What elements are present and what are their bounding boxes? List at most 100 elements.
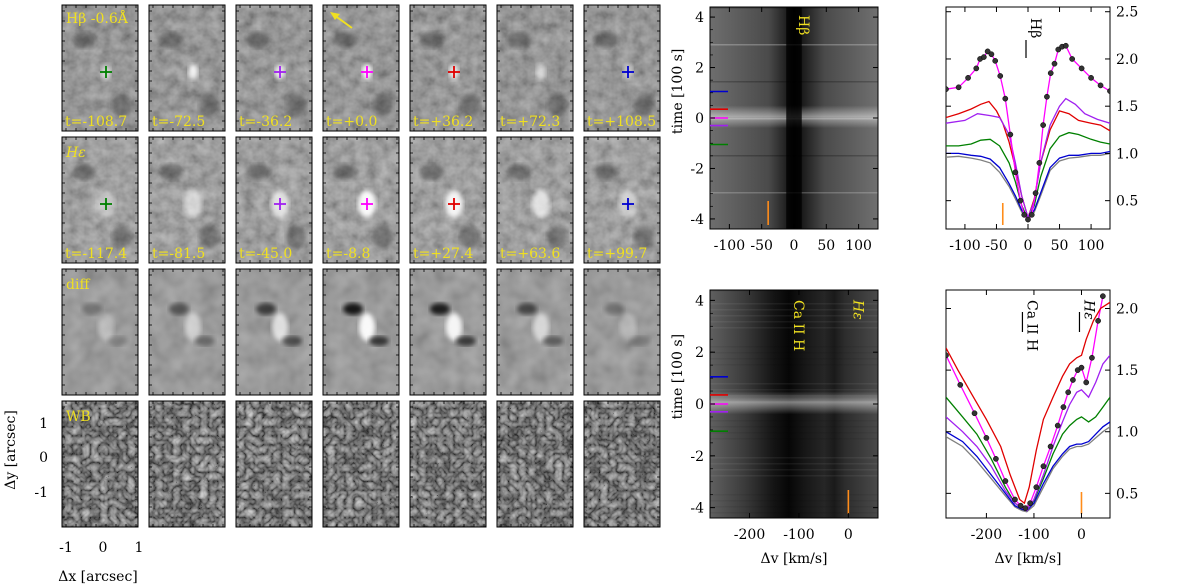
image-panel-r2-c7: t=+99.7 (583, 136, 661, 264)
profile-point (1097, 82, 1104, 89)
row-label-hbeta: Hβ -0.6Å (66, 9, 129, 27)
row-label-diff: diff (66, 277, 90, 293)
image-panel-r2-c6: t=+63.6 (496, 136, 574, 264)
profile-ytick: 2.0 (1116, 52, 1138, 68)
profile-hbeta: 2.5 2.0 1.5 1.0 0.5 -100 -50 0 50 100 Hβ (945, 5, 1138, 254)
heatmap-ylabel: time [100 s] (670, 49, 686, 134)
profile-line-1 (946, 301, 1110, 505)
profile-line-5 (946, 421, 1110, 512)
time-label-hbeta-6: t=+72.3 (500, 114, 560, 130)
profile-point (957, 382, 964, 388)
image-panel-r2-c2: t=-81.5 (148, 136, 226, 264)
profile-point (1044, 93, 1050, 100)
profile-hepsilon-label: Hε (1080, 299, 1096, 320)
profile-point (984, 48, 991, 55)
image-panel-r4-c3 (235, 400, 313, 528)
profile-point (1040, 122, 1046, 128)
heatmap-ytick: -4 (690, 212, 704, 228)
heatmap-ytick: -4 (690, 501, 704, 517)
profile-point (983, 435, 990, 441)
image-panel-r1-c2: t=-72.5 (148, 4, 226, 132)
heatmap-hbeta: 4 2 0 -2 -4 -100 -50 0 50 100 time [100 s] Hβ (670, 6, 879, 254)
profile-xtick: -50 (985, 238, 1008, 254)
image-panel-r3-c1 (61, 268, 139, 396)
heatmap-hepsilon-label: Hε (849, 299, 865, 320)
profile-frame (945, 289, 1111, 519)
profile-xlabel: Δv [km/s] (994, 551, 1061, 567)
profile-point (980, 54, 987, 60)
profile-ytick: 1.0 (1116, 425, 1138, 441)
profile-point (1025, 216, 1031, 223)
profile-xtick: 0 (1077, 527, 1086, 543)
heatmap-xtick: 50 (817, 238, 835, 254)
image-panel-r2-c1: t=-117.4 (61, 136, 139, 264)
profile-point (955, 84, 962, 91)
profile-point (1047, 70, 1054, 76)
profile-point (1054, 422, 1061, 429)
profile-xtick: 100 (1078, 238, 1105, 254)
profile-point (988, 51, 995, 58)
profile-ytick: 2.0 (1116, 301, 1138, 317)
image-panel-r4-c6 (496, 400, 574, 528)
heatmap-cah-hepsilon: 4 2 0 -2 -4 -200 -100 0 time [100 s] Δv [km/s] Ca … (670, 289, 879, 567)
image-panel-r4-c2 (148, 400, 226, 528)
profile-point (1040, 463, 1047, 470)
image-panel-r3-c7 (583, 268, 661, 396)
time-label-hepsilon-3: t=-45.0 (239, 246, 292, 262)
profile-ytick: 0.5 (1116, 486, 1138, 502)
time-label-hbeta-1: t=-108.7 (65, 114, 127, 130)
profile-point (1021, 211, 1028, 218)
image-panel-r1-c7: t=+108.5 (583, 4, 661, 132)
heatmap-ytick: 2 (695, 61, 704, 77)
time-label-hepsilon-6: t=+63.6 (500, 246, 560, 262)
grid-ytick-1: 1 (39, 416, 48, 432)
profile-point (1017, 502, 1024, 509)
profile-point (1022, 505, 1029, 511)
grid-xtick-2: 0 (99, 540, 108, 556)
profile-xtick: 0 (1024, 238, 1033, 254)
profile-point (992, 57, 999, 64)
profile-point (997, 73, 1004, 79)
image-panel-r1-c4: t=+0.0 (322, 4, 400, 132)
profile-point (1083, 379, 1090, 386)
profile-point (1088, 75, 1094, 81)
profile-point (1089, 354, 1095, 361)
image-panel-r2-c3: t=-45.0 (235, 136, 313, 264)
heatmap-ytick: 0 (695, 111, 704, 127)
image-panel-r4-c1 (61, 400, 139, 528)
time-label-hepsilon-4: t=-8.8 (326, 246, 370, 262)
image-panel-r3-c4 (322, 268, 400, 396)
grid-xtick-3: 1 (135, 540, 144, 556)
profile-point (1036, 160, 1043, 166)
profile-point (1012, 169, 1019, 176)
image-panel-r1-c3: t=-36.2 (235, 4, 313, 132)
profile-line-4 (946, 396, 1110, 511)
profile-point (1033, 484, 1040, 491)
heatmap-ytick: 0 (695, 397, 704, 413)
heatmap-xtick: -200 (734, 527, 765, 543)
image-grid: t=-108.7 t=-72.5 t=-36.2 t=+0.0 t=+36.2 t=+72… (61, 4, 661, 528)
profile-point (973, 65, 980, 72)
heatmap-xtick: 100 (845, 238, 872, 254)
profile-cah-hepsilon: 2.0 1.5 1.0 0.5 -200 -100 0 Δv [km/s] Ca II H Hε (945, 289, 1138, 567)
time-label-hbeta-3: t=-36.2 (239, 114, 292, 130)
image-panel-r3-c5 (409, 268, 487, 396)
profile-point (1060, 404, 1067, 410)
time-label-hbeta-4: t=+0.0 (326, 114, 377, 130)
profile-line-3 (946, 354, 1110, 512)
profile-point (965, 75, 971, 81)
image-panel-r1-c1: t=-108.7 (61, 4, 139, 132)
image-panel-r2-c4: t=-8.8 (322, 136, 400, 264)
grid-ytick-3: -1 (34, 485, 48, 501)
grid-xtick-1: -1 (59, 540, 73, 556)
profile-cah-label: Ca II H (1023, 300, 1039, 351)
profile-hbeta-label: Hβ (1027, 18, 1043, 38)
profile-xtick: -100 (949, 238, 980, 254)
image-panel-r4-c4 (322, 400, 400, 528)
profile-point (1078, 364, 1085, 371)
heatmap-xtick: -50 (750, 238, 773, 254)
profile-point (1002, 95, 1009, 102)
row-label-wb: WB (66, 409, 91, 425)
grid-ylabel: Δy [arcsec] (3, 410, 19, 490)
